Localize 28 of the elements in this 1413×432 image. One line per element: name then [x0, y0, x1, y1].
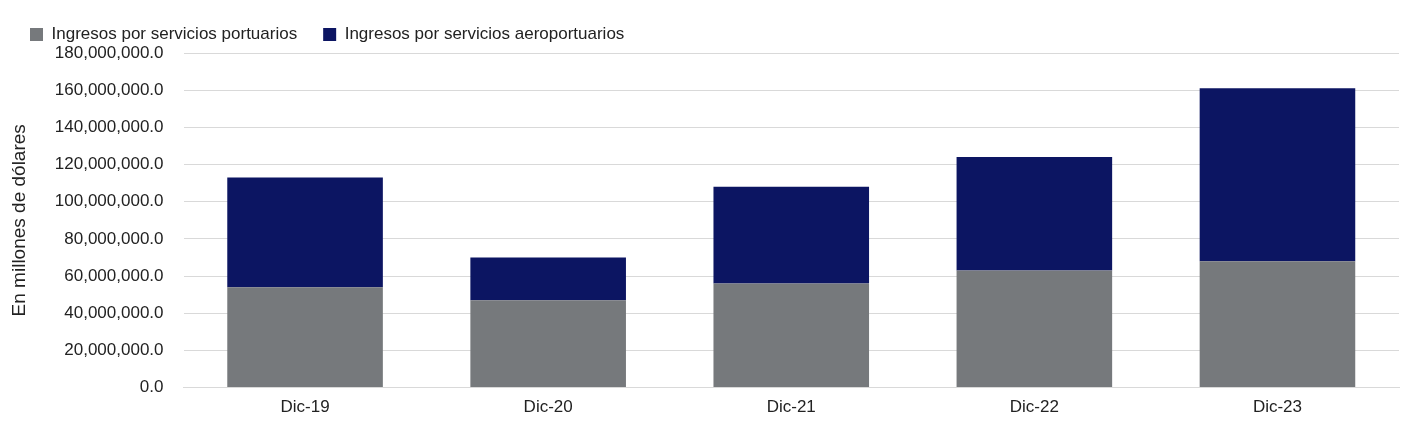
legend-label: Ingresos por servicios aeroportuarios [344, 24, 625, 44]
bar [1199, 88, 1356, 262]
y-tick-label: 80,000,000.0 [64, 228, 164, 248]
y-tick-label: 60,000,000.0 [64, 265, 164, 285]
y-tick-label: 160,000,000.0 [54, 79, 164, 99]
y-tick-label: 180,000,000.0 [54, 42, 164, 62]
bar [470, 300, 626, 388]
bar [956, 270, 1113, 388]
x-tick-label: Dic-23 [1252, 397, 1303, 417]
bar [227, 177, 383, 288]
y-tick-label: 140,000,000.0 [54, 117, 164, 137]
bar [713, 186, 870, 284]
y-tick-label: 0.0 [139, 377, 164, 397]
bar [713, 283, 870, 388]
y-axis-title: En millones de dólares [7, 124, 29, 317]
y-tick-label: 20,000,000.0 [64, 340, 164, 360]
bar [1199, 261, 1356, 388]
bar [956, 157, 1113, 271]
bar [470, 257, 626, 301]
bar [227, 287, 383, 388]
x-tick-label: Dic-19 [280, 397, 330, 417]
legend-label: Ingresos por servicios portuarios [51, 24, 298, 44]
x-tick-label: Dic-20 [523, 397, 573, 417]
y-tick-label: 40,000,000.0 [64, 302, 164, 322]
x-tick-label: Dic-21 [766, 397, 816, 417]
x-tick-label: Dic-22 [1009, 397, 1059, 417]
y-tick-label: 100,000,000.0 [54, 191, 164, 211]
y-tick-label: 120,000,000.0 [54, 154, 164, 174]
